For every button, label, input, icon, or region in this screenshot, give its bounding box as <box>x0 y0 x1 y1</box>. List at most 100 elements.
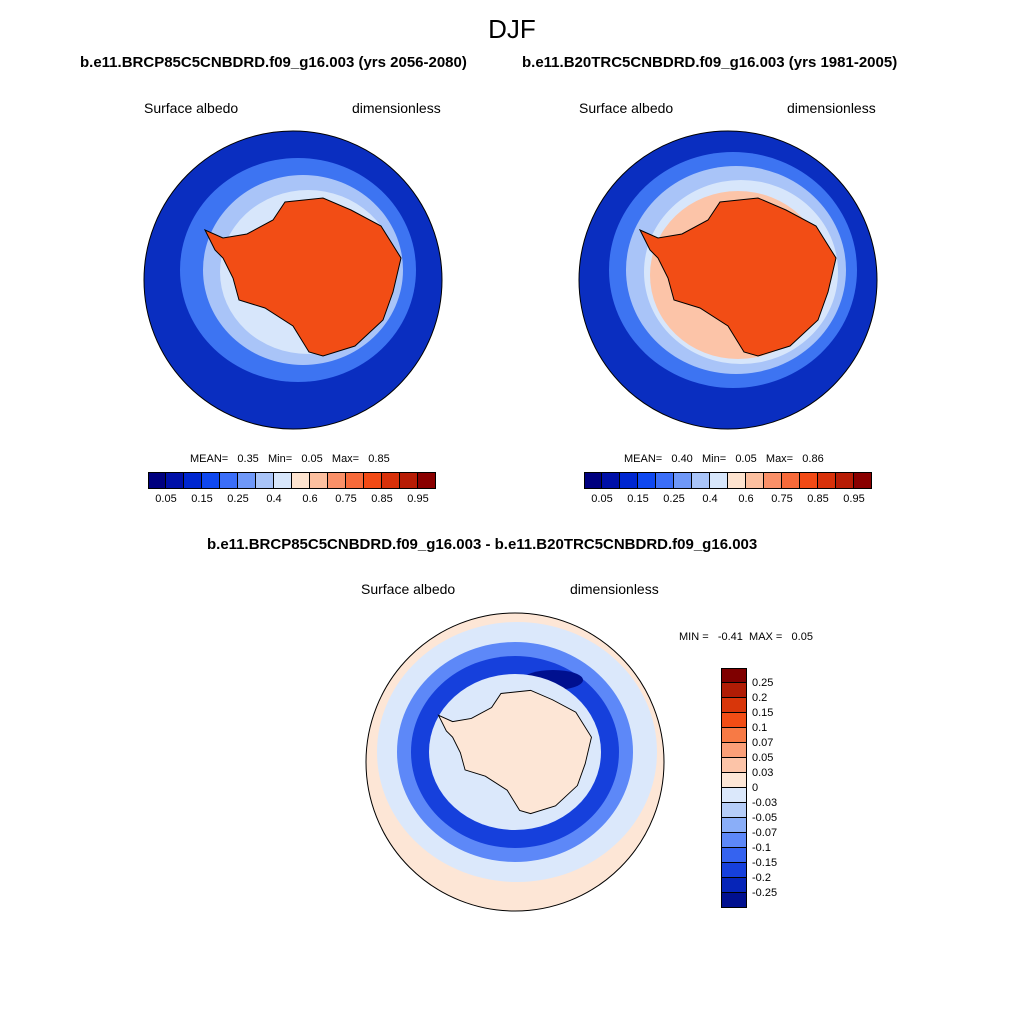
stat-max: 0.86 <box>802 453 824 465</box>
colorbar-cell <box>166 472 184 489</box>
colorbar-tick-label: -0.15 <box>752 857 778 869</box>
colorbar-tick-label: 0 <box>752 782 759 794</box>
stat-mean-label: MEAN= <box>190 453 229 465</box>
colorbar-tick-label: 0.85 <box>807 493 829 505</box>
colorbar-tick-label: 0.05 <box>591 493 613 505</box>
map-panel-2 <box>578 130 878 430</box>
map-panel-1 <box>143 130 443 430</box>
stat-min: 0.05 <box>735 453 757 465</box>
colorbar-cell <box>184 472 202 489</box>
stat-min-label: MIN = <box>679 631 709 643</box>
colorbar-tick-label: 0.15 <box>752 707 774 719</box>
panel-1-units: dimensionless <box>352 100 441 116</box>
colorbar-tick-label: -0.2 <box>752 872 771 884</box>
colorbar-cell <box>721 863 747 878</box>
stat-min-label: Min= <box>701 453 727 465</box>
colorbar-cell <box>274 472 292 489</box>
colorbar-cell <box>721 683 747 698</box>
colorbar-panel-2: 0.05 0.15 0.25 0.4 0.6 0.75 0.85 0.95 <box>584 472 872 512</box>
colorbar-cell <box>238 472 256 489</box>
difference-label: b.e11.BRCP85C5CNBDRD.f09_g16.003 - b.e11… <box>207 536 758 553</box>
stat-max: 0.85 <box>368 453 390 465</box>
colorbar-cell <box>710 472 728 489</box>
colorbar-cell <box>818 472 836 489</box>
difference-stats: MIN = -0.41 MAX = 0.05 <box>679 631 813 643</box>
difference-units: dimensionless <box>570 581 659 597</box>
antarctica-land <box>203 197 402 357</box>
panel-1-case-label: b.e11.BRCP85C5CNBDRD.f09_g16.003 (yrs 20… <box>80 54 467 71</box>
colorbar-tick-label: 0.07 <box>752 737 774 749</box>
colorbar-cell <box>854 472 872 489</box>
colorbar-tick-label: 0.6 <box>738 493 754 505</box>
colorbar-tick-label: 0.4 <box>702 493 718 505</box>
colorbar-cell <box>418 472 436 489</box>
stat-max-label: Max= <box>331 453 360 465</box>
colorbar-cell <box>721 698 747 713</box>
panel-1-stats: MEAN= 0.35 Min= 0.05 Max= 0.85 <box>190 453 390 465</box>
colorbar-cell <box>728 472 746 489</box>
colorbar-tick-label: 0.75 <box>771 493 793 505</box>
map-difference <box>365 612 665 912</box>
panel-2-variable: Surface albedo <box>579 100 674 116</box>
colorbar-cell <box>721 803 747 818</box>
colorbar-cell <box>746 472 764 489</box>
colorbar-tick-label: -0.25 <box>752 887 778 899</box>
panel-2-units: dimensionless <box>787 100 876 116</box>
colorbar-tick-label: 0.05 <box>155 493 177 505</box>
colorbar-cell <box>721 728 747 743</box>
colorbar-cell <box>656 472 674 489</box>
stat-mean: 0.35 <box>237 453 259 465</box>
colorbar-cell <box>602 472 620 489</box>
colorbar-cell <box>721 788 747 803</box>
antarctica-land <box>638 197 837 357</box>
colorbar-cell <box>382 472 400 489</box>
colorbar-cell <box>584 472 602 489</box>
colorbar-cell <box>721 848 747 863</box>
colorbar-cell <box>256 472 274 489</box>
colorbar-cell <box>721 878 747 893</box>
colorbar-tick-label: -0.03 <box>752 797 778 809</box>
colorbar-cell <box>328 472 346 489</box>
stat-min-label: Min= <box>267 453 293 465</box>
colorbar-cell <box>721 668 747 683</box>
colorbar-tick-label: 0.95 <box>407 493 429 505</box>
colorbar-cell <box>220 472 238 489</box>
colorbar-cell <box>721 833 747 848</box>
antarctica-land <box>437 689 592 815</box>
colorbar-tick-label: 0.25 <box>227 493 249 505</box>
colorbar-cell <box>836 472 854 489</box>
figure-title: DJF <box>488 14 536 44</box>
stat-min: 0.05 <box>301 453 323 465</box>
colorbar-tick-label: 0.2 <box>752 692 768 704</box>
stat-mean: 0.40 <box>671 453 693 465</box>
colorbar-cell <box>620 472 638 489</box>
colorbar-cell <box>346 472 364 489</box>
colorbar-cell <box>721 818 747 833</box>
colorbar-difference: 0.25 0.2 0.15 0.1 0.07 0.05 0.03 0 -0.03 -0.05 -0.… <box>721 668 801 908</box>
colorbar-tick-label: 0.15 <box>191 493 213 505</box>
colorbar-tick-label: 0.15 <box>627 493 649 505</box>
colorbar-cell <box>782 472 800 489</box>
colorbar-cell <box>800 472 818 489</box>
colorbar-cell <box>638 472 656 489</box>
colorbar-cell <box>292 472 310 489</box>
panel-1-variable: Surface albedo <box>144 100 239 116</box>
colorbar-cell <box>721 893 747 908</box>
colorbar-cell <box>148 472 166 489</box>
colorbar-cell <box>721 773 747 788</box>
colorbar-tick-label: 0.05 <box>752 752 774 764</box>
colorbar-cell <box>692 472 710 489</box>
colorbar-cell <box>674 472 692 489</box>
colorbar-tick-label: -0.07 <box>752 827 778 839</box>
colorbar-cell <box>400 472 418 489</box>
colorbar-tick-label: 0.03 <box>752 767 774 779</box>
colorbar-cell <box>721 713 747 728</box>
colorbar-tick-label: 0.1 <box>752 722 768 734</box>
stat-max-label: MAX = <box>749 631 783 643</box>
colorbar-tick-label: 0.25 <box>663 493 685 505</box>
colorbar-tick-label: 0.95 <box>843 493 865 505</box>
colorbar-cell <box>310 472 328 489</box>
colorbar-tick-label: 0.75 <box>335 493 357 505</box>
difference-variable: Surface albedo <box>361 581 456 597</box>
colorbar-tick-label: -0.1 <box>752 842 771 854</box>
